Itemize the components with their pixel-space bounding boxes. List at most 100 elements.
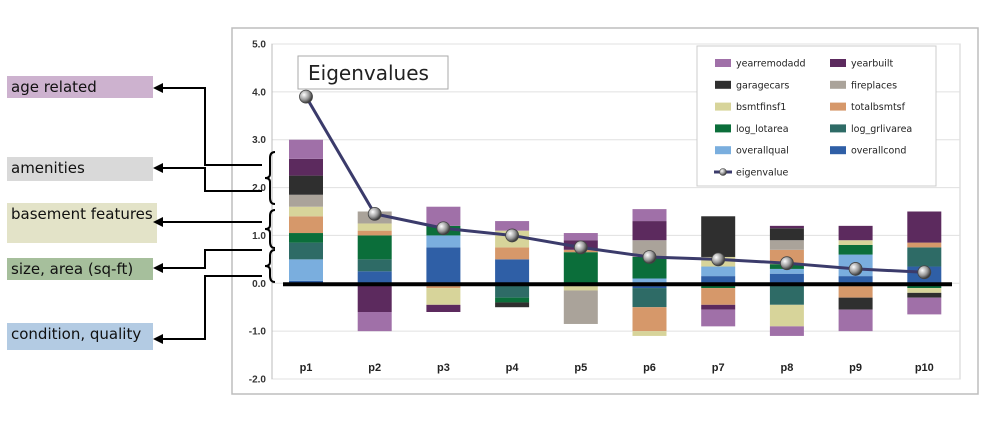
- bar-segment-totalbsmtsf: [907, 242, 942, 248]
- x-tick-label: p9: [849, 362, 862, 374]
- bar-segment-bsmtfinsf1: [769, 304, 804, 327]
- bar-segment-overallqual: [632, 278, 667, 284]
- bar-segment-yearbuilt: [907, 211, 942, 243]
- legend-swatch-totalbsmtsf: [830, 102, 846, 111]
- bar-segment-bsmtfinsf1: [563, 285, 598, 291]
- legend-label-overallqual: overallqual: [736, 146, 789, 157]
- bar-segment-yearremodadd: [495, 221, 530, 231]
- connector-line: [160, 275, 262, 340]
- x-tick-label: p2: [368, 362, 381, 374]
- legend-swatch-overallcond: [830, 146, 846, 155]
- bar-segment-totalbsmtsf: [289, 216, 323, 234]
- bar-segment-totalbsmtsf: [357, 230, 392, 236]
- bar-segment-log_grlivarea: [495, 283, 530, 298]
- bar-segment-log_lotarea: [838, 245, 873, 255]
- eigenvalue-point: [848, 262, 863, 276]
- bar-segment-bsmtfinsf1: [907, 288, 942, 293]
- bar-segment-yearbuilt: [357, 285, 392, 312]
- bar-segment-overallcond: [495, 259, 530, 284]
- y-tick-label: 2.0: [252, 183, 266, 194]
- bar-segment-overallcond: [426, 247, 461, 284]
- bar-segment-bsmtfinsf1: [357, 223, 392, 231]
- arrow-head: [153, 83, 163, 93]
- bar-segment-yearbuilt: [769, 225, 804, 229]
- y-tick-label: -1.0: [249, 327, 267, 338]
- x-tick-label: p10: [915, 362, 934, 374]
- bar-segment-fireplaces: [769, 240, 804, 250]
- chart-title: Eigenvalues: [308, 61, 429, 85]
- legend-swatch-yearremodadd: [715, 59, 731, 67]
- bar-segment-log_grlivarea: [289, 242, 323, 260]
- bar-segment-totalbsmtsf: [632, 307, 667, 332]
- eigenvalue-point: [505, 228, 519, 243]
- bar-segment-fireplaces: [289, 194, 323, 207]
- bar-segment-bsmtfinsf1: [426, 288, 461, 305]
- bar-segment-yearbuilt: [701, 304, 736, 310]
- legend-swatch-log_grlivarea: [830, 124, 846, 133]
- bar-segment-yearbuilt: [838, 225, 873, 241]
- bar-segment-yearbuilt: [289, 158, 323, 176]
- eigenvalue-point: [367, 206, 382, 221]
- eigenvalue-point: [642, 250, 657, 264]
- legend-swatch-garagecars: [715, 80, 731, 89]
- category-label-size: size, area (sq-ft): [7, 258, 153, 280]
- eigenvalue-point: [573, 240, 588, 255]
- brace: [264, 249, 276, 283]
- eigenvalue-point: [711, 252, 726, 267]
- bar-segment-yearremodadd: [563, 233, 598, 241]
- bar-segment-log_lotarea: [495, 297, 530, 303]
- category-label-cond: condition, quality: [7, 323, 153, 350]
- legend-label-log_grlivarea: log_grlivarea: [851, 124, 912, 135]
- bar-segment-totalbsmtsf: [701, 288, 736, 305]
- bar-segment-overallcond: [357, 271, 392, 284]
- bar-segment-yearremodadd: [357, 312, 392, 332]
- bar-segment-yearremodadd: [838, 309, 873, 332]
- arrow-head: [153, 263, 163, 273]
- bar-segment-totalbsmtsf: [838, 283, 873, 298]
- legend-marker-eigenvalue: [719, 168, 727, 176]
- y-tick-label: -2.0: [249, 375, 267, 386]
- y-tick-label: 5.0: [252, 40, 266, 51]
- x-tick-label: p3: [437, 362, 450, 374]
- connector-line: [160, 249, 262, 269]
- legend-label-bsmtfinsf1: bsmtfinsf1: [736, 102, 786, 113]
- bar-segment-overallcond: [838, 276, 873, 284]
- bar-segment-log_lotarea: [563, 252, 598, 284]
- category-label-amen: amenities: [7, 157, 153, 181]
- bar-segment-log_grlivarea: [357, 259, 392, 272]
- bar-segment-overallqual: [289, 259, 323, 281]
- bar-segment-yearremodadd: [769, 326, 804, 336]
- bar-segment-log_lotarea: [907, 285, 942, 289]
- x-tick-label: p8: [780, 362, 793, 374]
- bar-segment-overallqual: [426, 235, 461, 248]
- x-tick-label: p4: [506, 362, 520, 374]
- bar-segment-yearremodadd: [426, 206, 461, 226]
- x-tick-label: p6: [643, 362, 656, 374]
- legend-swatch-overallqual: [715, 146, 731, 155]
- legend-swatch-bsmtfinsf1: [715, 102, 731, 111]
- eigenvalue-line: [304, 95, 925, 274]
- legend-label-eigenvalue: eigenvalue: [736, 168, 788, 179]
- eigenvalue-point: [780, 256, 794, 271]
- bar-segment-yearremodadd: [632, 209, 667, 222]
- legend-label-yearremodadd: yearremodadd: [736, 59, 806, 70]
- bar-segment-overallcond: [289, 280, 323, 284]
- bar-segment-garagecars: [289, 175, 323, 195]
- bar-segment-overallcond: [701, 276, 736, 284]
- brace: [264, 209, 276, 249]
- x-tick-label: p1: [300, 362, 313, 374]
- bar-segment-bsmtfinsf1: [838, 240, 873, 245]
- y-tick-label: 1.0: [252, 231, 266, 242]
- bar-segment-overallcond: [769, 273, 804, 284]
- bar-segment-log_grlivarea: [632, 288, 667, 308]
- connector-line: [160, 87, 262, 166]
- legend-label-yearbuilt: yearbuilt: [851, 59, 894, 70]
- x-tick-label: p5: [574, 362, 587, 374]
- bar-segment-garagecars: [838, 297, 873, 310]
- title-box: [297, 55, 449, 90]
- bar-segment-overallqual: [701, 266, 736, 277]
- legend-label-fireplaces: fireplaces: [851, 80, 897, 91]
- bar-segment-yearremodadd: [701, 309, 736, 327]
- legend-label-totalbsmtsf: totalbsmtsf: [851, 102, 906, 113]
